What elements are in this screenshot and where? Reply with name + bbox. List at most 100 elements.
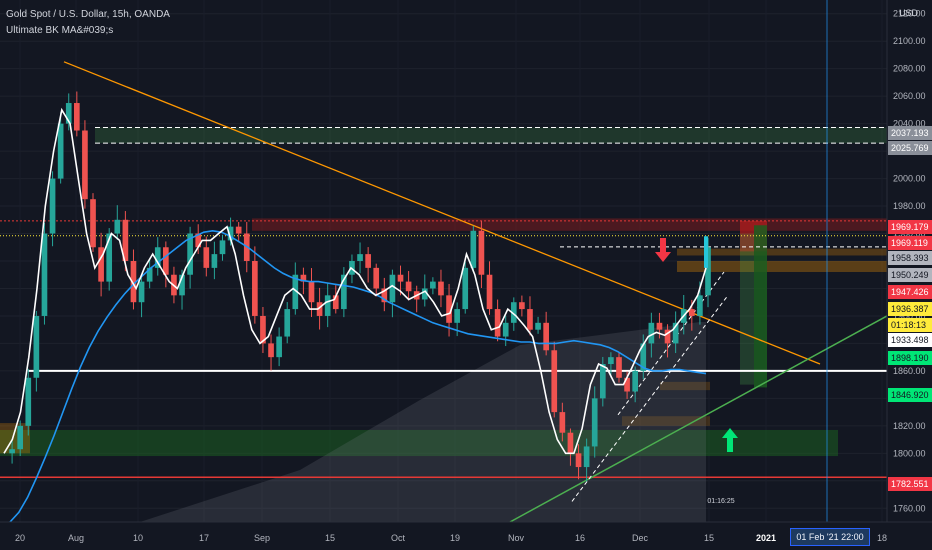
price-label-bg (888, 268, 932, 282)
candle-body (543, 322, 549, 351)
candle-body (300, 274, 307, 282)
candle-body (446, 295, 452, 323)
candle-body (154, 247, 161, 268)
candle-body (664, 329, 671, 344)
candle-body (421, 288, 428, 300)
candle-body (575, 453, 582, 468)
candle-body (357, 254, 363, 261)
time-tick-label: Dec (632, 533, 649, 543)
candle-body (146, 267, 153, 282)
candle-body (438, 281, 444, 296)
candle-body (187, 233, 193, 275)
price-label-value: 1933.498 (891, 335, 929, 345)
slow-moving-average (9, 229, 707, 523)
price-label-value: 1969.119 (891, 238, 928, 248)
candle-body (397, 274, 404, 282)
ascending-trendline (509, 315, 888, 523)
candle-body-last (704, 236, 708, 268)
volume-shade (140, 322, 706, 522)
order-zone-orange (677, 248, 887, 256)
price-tick-label: 2060.00 (893, 91, 926, 101)
candle-body (462, 267, 469, 310)
candle-body (535, 322, 541, 330)
candle-body (252, 261, 258, 316)
price-tick-label: 2100.00 (893, 36, 926, 46)
time-tick-label: 20 (15, 533, 25, 543)
price-label-value: 1947.426 (891, 287, 929, 297)
candle-body (114, 219, 121, 234)
price-tick-label: 1800.00 (893, 448, 926, 458)
candle-body (65, 103, 72, 124)
candle-body (583, 446, 590, 468)
event-flag-time: 01:16:25 (707, 498, 735, 505)
fast-moving-average (3, 107, 707, 455)
price-label-bg (888, 126, 932, 140)
time-tick-label: Sep (254, 533, 270, 543)
price-tick-label: 1760.00 (893, 503, 926, 513)
price-label-bg (888, 141, 932, 155)
price-label-value: 1782.551 (891, 479, 929, 489)
candle-body (478, 230, 485, 275)
candle-body (502, 322, 509, 337)
price-label-value: 1898.190 (891, 353, 929, 363)
time-tick-label: 18 (877, 533, 887, 543)
candle-body (130, 261, 137, 303)
price-tick-label: 2040.00 (893, 119, 926, 129)
price-tick-label: 1860.00 (893, 366, 926, 376)
candle-body (697, 295, 703, 316)
candle-body (324, 295, 331, 316)
price-label-value: 1969.179 (891, 222, 929, 232)
time-tick-label: Aug (68, 533, 84, 543)
candle-body (284, 309, 291, 337)
supply-zone-green (95, 127, 887, 144)
candle-body (82, 130, 88, 200)
price-label-bg (888, 220, 932, 234)
price-label-bg (888, 477, 932, 491)
price-label-value: 1936.387 (891, 304, 929, 314)
candle-body (49, 178, 56, 234)
candle-body (381, 288, 388, 303)
candle-body (203, 247, 210, 268)
time-tick-label: 10 (133, 533, 143, 543)
candle-body (138, 281, 145, 303)
candle-body (624, 377, 630, 392)
price-label-value: 1958.393 (891, 253, 929, 263)
candle-body (373, 267, 380, 289)
candle-body (25, 377, 32, 426)
candle-body (73, 103, 80, 131)
candle-body (640, 343, 647, 371)
chart-title: Gold Spot / U.S. Dollar, 15h, OANDA (6, 9, 170, 20)
candle-body (260, 315, 266, 344)
channel-line-1 (571, 295, 729, 502)
candle-body (179, 274, 185, 296)
candle-body (672, 322, 679, 344)
candle-body (227, 226, 234, 241)
candle-body (268, 343, 274, 358)
candle-body (470, 230, 477, 268)
candle-body (559, 412, 566, 433)
candle-body (430, 281, 436, 289)
candle-body (98, 247, 104, 282)
price-label-bg (888, 251, 932, 265)
candle-body (122, 219, 129, 261)
buy-arrow-icon (722, 428, 738, 452)
candle-body (57, 123, 64, 179)
candle-body (567, 432, 574, 454)
candle-body (332, 295, 339, 310)
price-label-bg (888, 302, 932, 316)
candle-body (486, 274, 493, 310)
time-tick-label: 19 (450, 533, 460, 543)
candle-body (705, 247, 711, 296)
candle-body (308, 281, 315, 303)
event-flag[interactable]: 01:16:25 (701, 498, 741, 524)
candle-body (648, 322, 655, 344)
candle-body (235, 226, 242, 234)
currency-label[interactable]: USD (899, 8, 919, 18)
time-tick-label: 15 (704, 533, 714, 543)
price-label-value: 1950.249 (891, 270, 929, 280)
time-tick-label: Nov (508, 533, 525, 543)
candle-body (106, 233, 113, 282)
price-label-value: 2025.769 (891, 143, 929, 153)
candle-body (608, 357, 614, 365)
